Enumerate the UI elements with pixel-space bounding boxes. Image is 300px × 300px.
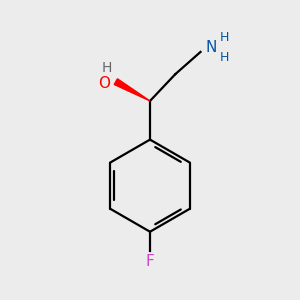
Text: F: F bbox=[146, 254, 154, 269]
Text: H: H bbox=[220, 31, 229, 44]
Text: H: H bbox=[220, 51, 229, 64]
Text: H: H bbox=[102, 61, 112, 75]
Text: N: N bbox=[205, 40, 217, 55]
Polygon shape bbox=[114, 79, 150, 101]
Text: O: O bbox=[98, 76, 110, 91]
